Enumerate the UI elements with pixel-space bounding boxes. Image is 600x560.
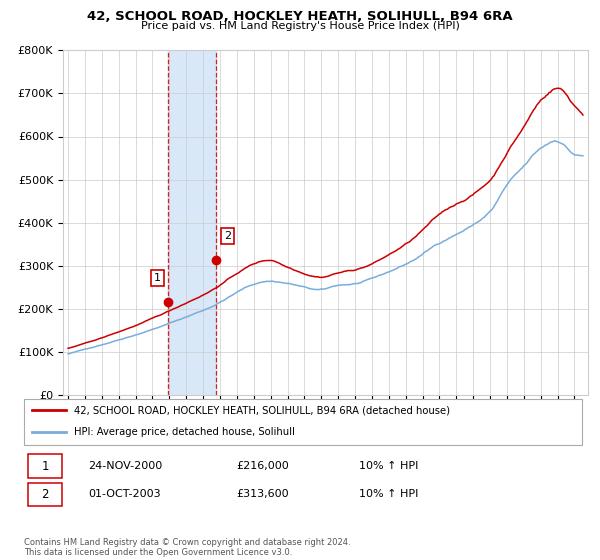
- Text: 1: 1: [154, 273, 161, 283]
- Bar: [167, 50, 216, 395]
- Text: 10% ↑ HPI: 10% ↑ HPI: [359, 489, 418, 500]
- Text: HPI: Average price, detached house, Solihull: HPI: Average price, detached house, Soli…: [74, 427, 295, 437]
- FancyBboxPatch shape: [24, 399, 582, 445]
- Text: 2: 2: [224, 231, 231, 241]
- Text: £216,000: £216,000: [236, 461, 289, 471]
- Text: 2: 2: [41, 488, 49, 501]
- Text: Contains HM Land Registry data © Crown copyright and database right 2024.
This d: Contains HM Land Registry data © Crown c…: [24, 538, 350, 557]
- Text: 42, SCHOOL ROAD, HOCKLEY HEATH, SOLIHULL, B94 6RA: 42, SCHOOL ROAD, HOCKLEY HEATH, SOLIHULL…: [87, 10, 513, 22]
- Text: 24-NOV-2000: 24-NOV-2000: [88, 461, 163, 471]
- Text: 10% ↑ HPI: 10% ↑ HPI: [359, 461, 418, 471]
- FancyBboxPatch shape: [28, 483, 62, 506]
- Text: £313,600: £313,600: [236, 489, 289, 500]
- FancyBboxPatch shape: [28, 454, 62, 478]
- Text: 1: 1: [41, 460, 49, 473]
- Text: 42, SCHOOL ROAD, HOCKLEY HEATH, SOLIHULL, B94 6RA (detached house): 42, SCHOOL ROAD, HOCKLEY HEATH, SOLIHULL…: [74, 405, 450, 416]
- Text: 01-OCT-2003: 01-OCT-2003: [88, 489, 161, 500]
- Text: Price paid vs. HM Land Registry's House Price Index (HPI): Price paid vs. HM Land Registry's House …: [140, 21, 460, 31]
